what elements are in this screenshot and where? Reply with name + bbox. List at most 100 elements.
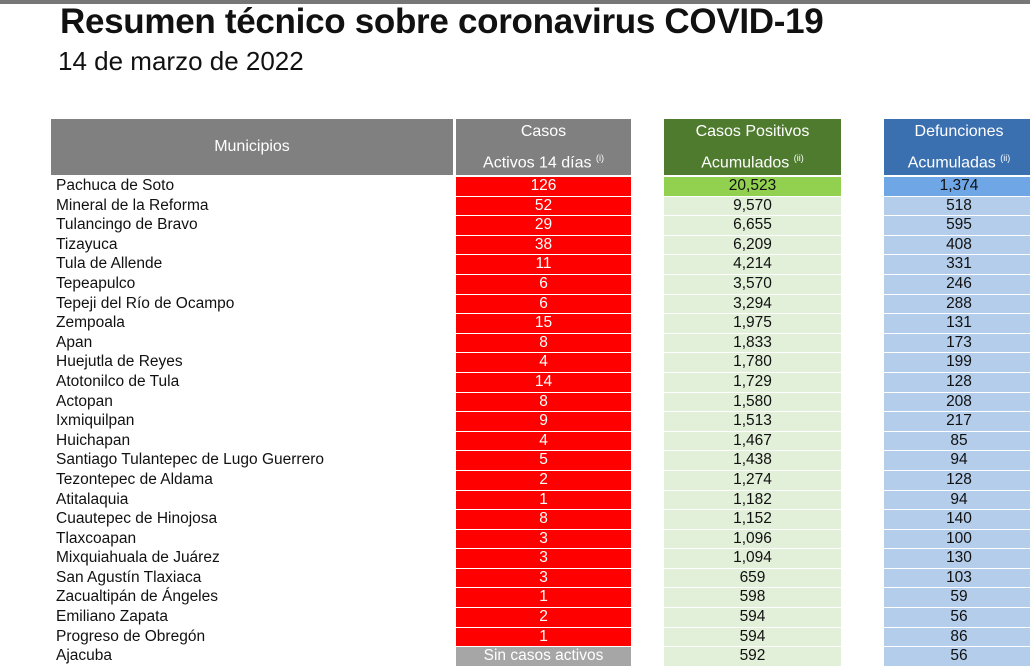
municipio-cell: Huichapan <box>56 431 131 449</box>
municipio-cell: Cuautepec de Hinojosa <box>56 510 218 528</box>
defunciones-cell: 1,374 <box>884 177 1030 196</box>
municipio-cell: Huejutla de Reyes <box>56 353 183 371</box>
municipio-cell: Zempoala <box>56 314 125 332</box>
header-casos-positivos: Casos Positivos Acumulados (ii) <box>664 119 841 175</box>
municipio-cell: Tepeji del Río de Ocampo <box>56 294 235 312</box>
defunciones-cell: 128 <box>884 470 1030 490</box>
defunciones-cell: 408 <box>884 235 1030 255</box>
defunciones-cell: 130 <box>884 549 1030 568</box>
table-row: Tizayuca 38 6,209 408 <box>0 235 1030 256</box>
municipio-cell: Pachuca de Soto <box>56 177 175 194</box>
defunciones-cell: 140 <box>884 510 1030 529</box>
municipio-cell: Mixquiahuala de Juárez <box>56 549 220 567</box>
defunciones-cell: 246 <box>884 274 1030 294</box>
casos-positivos-cell: 592 <box>664 647 841 666</box>
defunciones-cell: 595 <box>884 216 1030 235</box>
defunciones-cell: 217 <box>884 412 1030 431</box>
top-divider <box>0 0 1030 4</box>
header-defunciones: Defunciones Acumuladas (ii) <box>884 119 1030 175</box>
defunciones-cell: 331 <box>884 255 1030 274</box>
table-row: Emiliano Zapata 2 594 56 <box>0 608 1030 628</box>
header-defunciones-line2: Acumuladas (ii) <box>884 145 1030 176</box>
casos-activos-cell: 1 <box>456 588 631 608</box>
municipio-cell: San Agustín Tlaxiaca <box>56 568 202 586</box>
casos-positivos-cell: 659 <box>664 568 841 588</box>
table-row: Apan 8 1,833 173 <box>0 333 1030 354</box>
table-row: Huichapan 4 1,467 85 <box>0 431 1030 452</box>
casos-activos-cell: 15 <box>456 314 631 333</box>
municipio-cell: Zacualtipán de Ángeles <box>56 588 219 606</box>
table-row: Ajacuba Sin casos activos 592 56 <box>0 647 1030 667</box>
municipio-cell: Atotonilco de Tula <box>56 372 180 390</box>
table-row: Tepeapulco 6 3,570 246 <box>0 274 1030 295</box>
casos-positivos-cell: 1,580 <box>664 392 841 412</box>
municipio-cell: Mineral de la Reforma <box>56 196 209 214</box>
casos-positivos-cell: 1,096 <box>664 529 841 549</box>
defunciones-cell: 288 <box>884 294 1030 314</box>
casos-activos-cell: 29 <box>456 216 631 235</box>
defunciones-cell: 199 <box>884 353 1030 372</box>
header-defunciones-line1: Defunciones <box>914 123 1004 140</box>
defunciones-cell: 86 <box>884 627 1030 647</box>
defunciones-cell: 100 <box>884 529 1030 549</box>
table-row: Progreso de Obregón 1 594 86 <box>0 627 1030 648</box>
municipio-cell: Progreso de Obregón <box>56 627 206 645</box>
municipio-cell: Actopan <box>56 392 113 410</box>
defunciones-cell: 173 <box>884 333 1030 353</box>
table-row: Pachuca de Soto 126 20,523 1,374 <box>0 177 1030 197</box>
casos-activos-cell: 38 <box>456 235 631 255</box>
defunciones-cell: 94 <box>884 451 1030 470</box>
footnote-marker: (i) <box>595 153 604 163</box>
municipio-cell: Atitalaquia <box>56 490 129 508</box>
defunciones-cell: 208 <box>884 392 1030 412</box>
casos-activos-cell: 3 <box>456 529 631 549</box>
casos-activos-cell: 1 <box>456 490 631 510</box>
table-row: Santiago Tulantepec de Lugo Guerrero 5 1,4… <box>0 451 1030 471</box>
casos-positivos-cell: 1,467 <box>664 431 841 451</box>
municipio-cell: Tepeapulco <box>56 274 136 292</box>
municipio-cell: Ajacuba <box>56 647 113 665</box>
casos-positivos-cell: 1,274 <box>664 470 841 490</box>
casos-positivos-cell: 1,438 <box>664 451 841 470</box>
table-row: Zempoala 15 1,975 131 <box>0 314 1030 334</box>
defunciones-cell: 94 <box>884 490 1030 510</box>
casos-positivos-cell: 6,655 <box>664 216 841 235</box>
footnote-marker: (ii) <box>793 153 804 163</box>
municipio-cell: Tizayuca <box>56 235 118 253</box>
casos-positivos-cell: 1,152 <box>664 510 841 529</box>
table-row: San Agustín Tlaxiaca 3 659 103 <box>0 568 1030 589</box>
casos-activos-cell: 8 <box>456 333 631 353</box>
page-title: Resumen técnico sobre coronavirus COVID-… <box>60 2 824 41</box>
header-casos-activos-line2: Activos 14 días (i) <box>456 145 631 176</box>
municipio-cell: Tezontepec de Aldama <box>56 470 213 488</box>
defunciones-cell: 85 <box>884 431 1030 451</box>
table-row: Tepeji del Río de Ocampo 6 3,294 288 <box>0 294 1030 315</box>
casos-activos-cell: 52 <box>456 196 631 216</box>
defunciones-cell: 128 <box>884 372 1030 392</box>
casos-activos-cell: 9 <box>456 412 631 431</box>
table-row: Atitalaquia 1 1,182 94 <box>0 490 1030 511</box>
casos-activos-cell: 3 <box>456 568 631 588</box>
header-casos-positivos-line1: Casos Positivos <box>695 123 810 140</box>
casos-activos-cell: 8 <box>456 510 631 529</box>
defunciones-cell: 131 <box>884 314 1030 333</box>
municipio-cell: Tula de Allende <box>56 255 163 273</box>
casos-activos-cell: 3 <box>456 549 631 568</box>
footnote-marker: (ii) <box>1000 153 1011 163</box>
header-casos-positivos-text: Acumulados <box>701 154 790 172</box>
table-row: Tula de Allende 11 4,214 331 <box>0 255 1030 275</box>
report-date: 14 de marzo de 2022 <box>58 46 304 76</box>
defunciones-cell: 56 <box>884 608 1030 627</box>
casos-activos-cell: 14 <box>456 372 631 392</box>
table-row: Tulancingo de Bravo 29 6,655 595 <box>0 216 1030 236</box>
casos-positivos-cell: 3,294 <box>664 294 841 314</box>
table-row: Mineral de la Reforma 52 9,570 518 <box>0 196 1030 217</box>
casos-positivos-cell: 6,209 <box>664 235 841 255</box>
casos-positivos-cell: 1,780 <box>664 353 841 372</box>
casos-activos-cell: 1 <box>456 627 631 647</box>
casos-activos-cell: 4 <box>456 431 631 451</box>
header-casos-activos: Casos Activos 14 días (i) <box>456 119 631 175</box>
municipio-cell: Santiago Tulantepec de Lugo Guerrero <box>56 451 324 469</box>
casos-activos-cell: 6 <box>456 294 631 314</box>
header-municipios: Municipios <box>51 119 453 175</box>
